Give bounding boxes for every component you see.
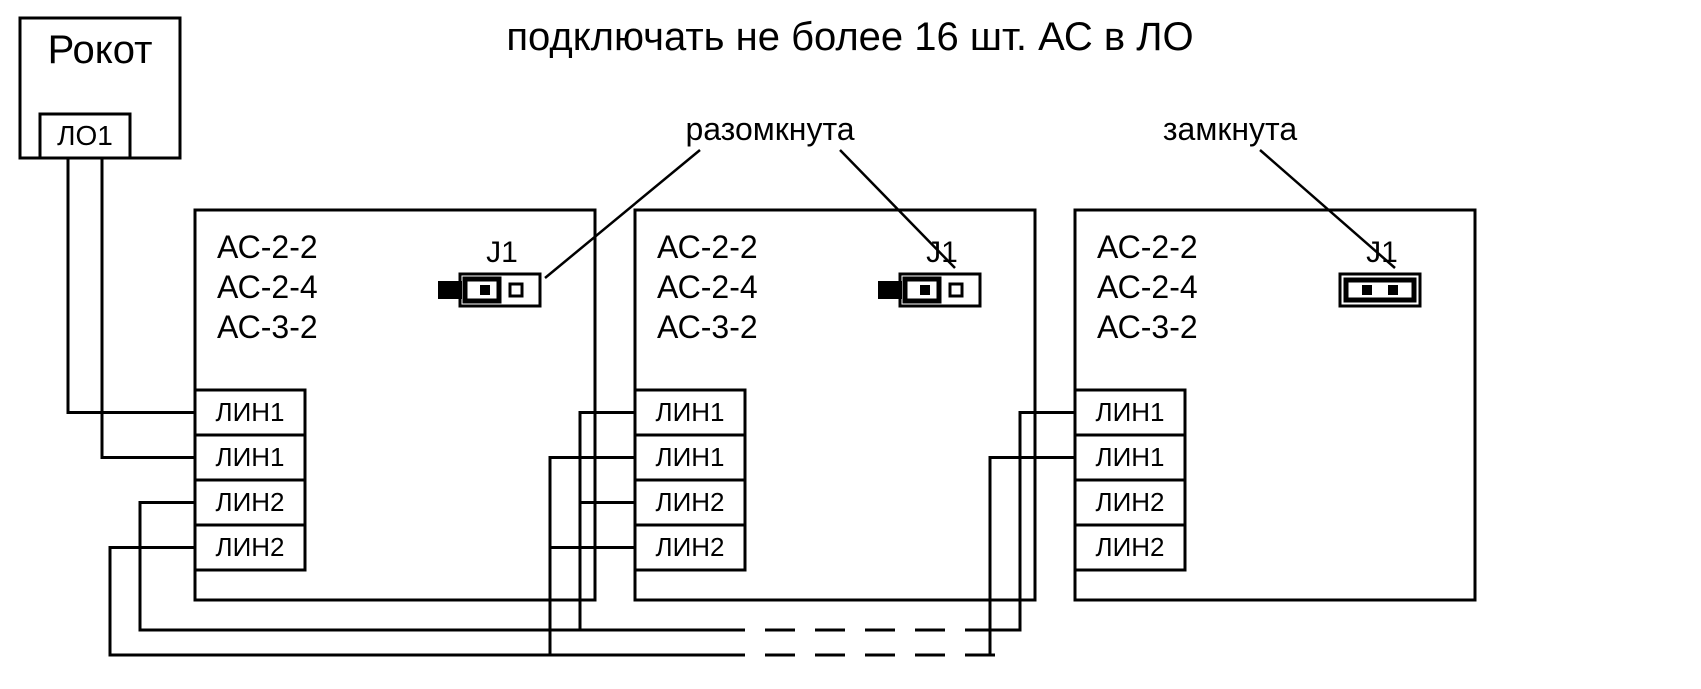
- jumper-label-2: J1: [1366, 236, 1398, 269]
- wire-src-mod0-lin1a: [68, 158, 195, 413]
- terminal-label-0-1: ЛИН1: [216, 442, 285, 472]
- module-type-0-0: АС-2-2: [217, 229, 318, 265]
- jumper-label-0: J1: [486, 236, 518, 269]
- module-type-2-0: АС-2-2: [1097, 229, 1198, 265]
- source-title: Рокот: [48, 28, 153, 72]
- terminal-label-2-2: ЛИН2: [1096, 487, 1165, 517]
- terminal-label-2-0: ЛИН1: [1096, 397, 1165, 427]
- terminal-label-1-2: ЛИН2: [656, 487, 725, 517]
- terminal-label-0-3: ЛИН2: [216, 532, 285, 562]
- module-type-2-1: АС-2-4: [1097, 269, 1198, 305]
- terminal-label-1-1: ЛИН1: [656, 442, 725, 472]
- annotation-open: разомкнута: [685, 111, 854, 147]
- terminal-label-0-2: ЛИН2: [216, 487, 285, 517]
- module-type-2-2: АС-3-2: [1097, 309, 1198, 345]
- terminal-label-1-0: ЛИН1: [656, 397, 725, 427]
- source-port-label: ЛО1: [57, 120, 113, 151]
- module-type-0-2: АС-3-2: [217, 309, 318, 345]
- terminal-label-1-3: ЛИН2: [656, 532, 725, 562]
- jumper-label-1: J1: [926, 236, 958, 269]
- terminal-label-0-0: ЛИН1: [216, 397, 285, 427]
- terminal-label-2-3: ЛИН2: [1096, 532, 1165, 562]
- module-type-1-2: АС-3-2: [657, 309, 758, 345]
- terminal-label-2-1: ЛИН1: [1096, 442, 1165, 472]
- module-type-0-1: АС-2-4: [217, 269, 318, 305]
- module-type-1-1: АС-2-4: [657, 269, 758, 305]
- jumper-handle-1: [878, 281, 902, 299]
- module-type-1-0: АС-2-2: [657, 229, 758, 265]
- jumper-handle-0: [438, 281, 462, 299]
- title-text: подключать не более 16 шт. АС в ЛО: [506, 15, 1193, 59]
- annotation-closed: замкнута: [1163, 111, 1297, 147]
